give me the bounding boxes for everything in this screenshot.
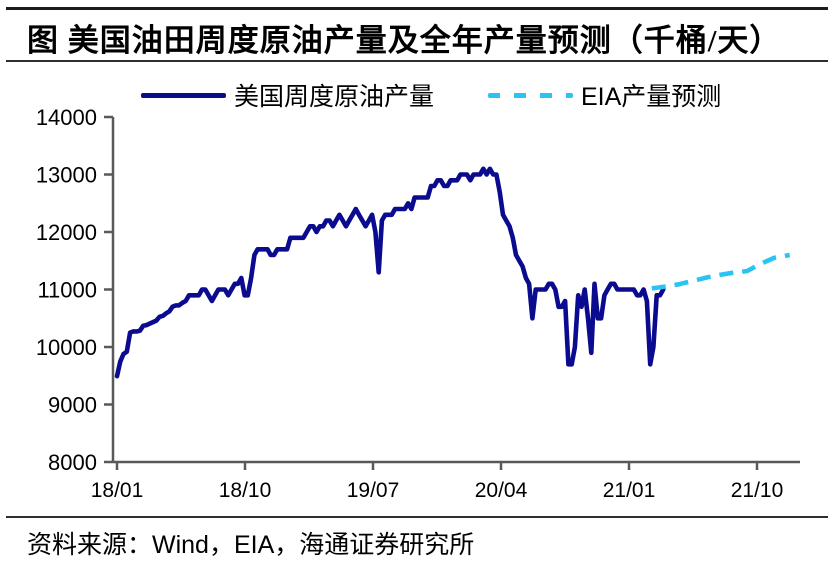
source-separator-rule bbox=[6, 516, 828, 518]
legend-label-weekly-production: 美国周度原油产量 bbox=[234, 83, 435, 111]
title-separator-rule bbox=[6, 60, 828, 62]
production-line bbox=[114, 166, 666, 379]
x-tick-label: 18/01 bbox=[91, 479, 144, 502]
y-tick-label: 10000 bbox=[36, 335, 97, 360]
dashed-line-swatch bbox=[488, 92, 573, 98]
legend: 美国周度原油产量 EIA产量预测 bbox=[0, 80, 836, 111]
solid-line-swatch bbox=[141, 92, 226, 98]
x-tick-label: 20/04 bbox=[475, 479, 528, 502]
y-tick-label: 11000 bbox=[37, 278, 97, 303]
y-tick-label: 14000 bbox=[36, 105, 97, 130]
legend-item-weekly-production: 美国周度原油产量 bbox=[141, 80, 435, 111]
legend-label-eia-forecast: EIA产量预测 bbox=[581, 83, 722, 111]
forecast-line bbox=[651, 252, 791, 291]
source-note: 资料来源：Wind，EIA，海通证券研究所 bbox=[27, 531, 475, 559]
y-tick-label: 8000 bbox=[48, 450, 97, 475]
x-tick-label: 21/01 bbox=[603, 479, 656, 502]
y-tick-label: 12000 bbox=[36, 220, 97, 245]
x-tick-label: 21/10 bbox=[731, 479, 784, 502]
y-tick-label: 9000 bbox=[48, 393, 97, 418]
x-tick-label: 19/07 bbox=[347, 479, 400, 502]
legend-item-eia-forecast: EIA产量预测 bbox=[488, 80, 722, 111]
chart-title: 图 美国油田周度原油产量及全年产量预测（千桶/天） bbox=[27, 23, 782, 58]
top-rule bbox=[6, 7, 828, 10]
y-tick-label: 13000 bbox=[36, 163, 97, 188]
x-tick-label: 18/10 bbox=[219, 479, 272, 502]
